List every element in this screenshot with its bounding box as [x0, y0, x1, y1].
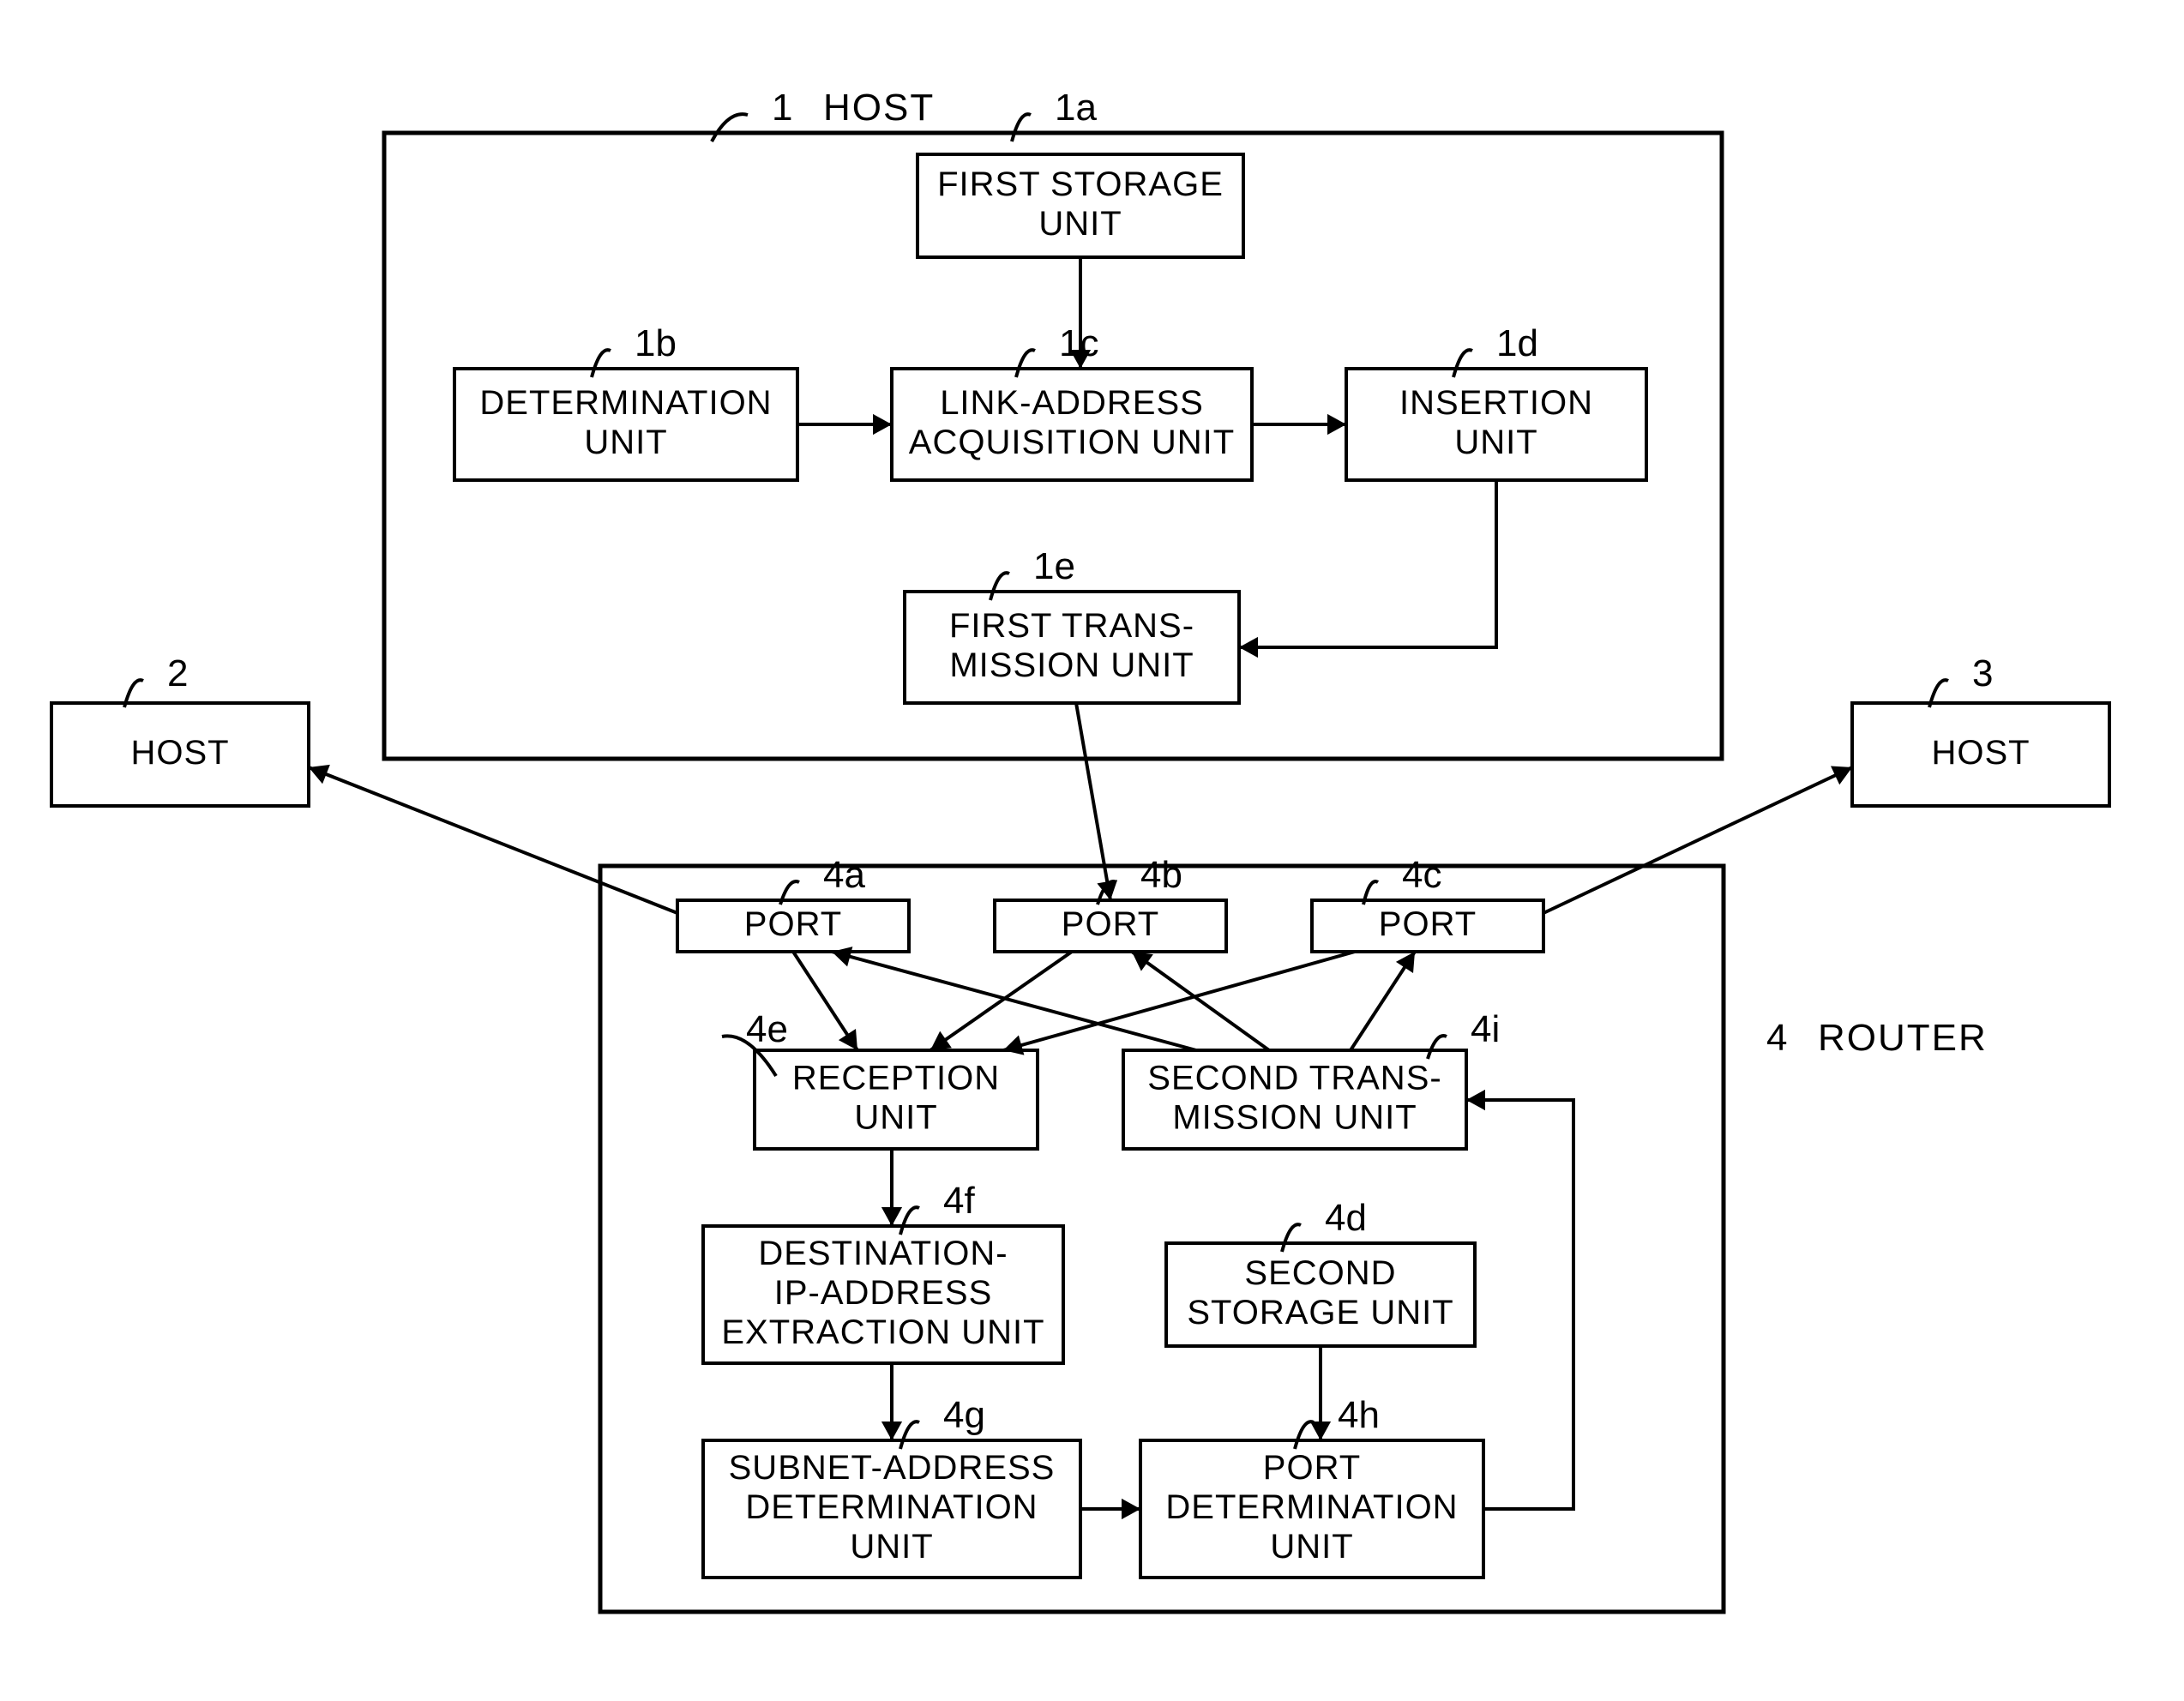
n4a-label: PORT: [744, 905, 842, 943]
ref-n4b: 4b: [1140, 854, 1182, 896]
ref-n1a: 1a: [1055, 87, 1097, 129]
n3-label: HOST: [1931, 734, 2030, 772]
n1c-label: LINK-ADDRESS: [940, 384, 1204, 422]
ref-n4f: 4f: [943, 1180, 975, 1222]
n4g-label: UNIT: [850, 1528, 933, 1566]
n4d-label: STORAGE UNIT: [1187, 1294, 1453, 1331]
ref-n1d: 1d: [1496, 322, 1538, 364]
n4c-label: PORT: [1379, 905, 1477, 943]
n4i-label: MISSION UNIT: [1172, 1099, 1417, 1137]
ref-n4a: 4a: [823, 854, 865, 896]
n1c-label: ACQUISITION UNIT: [909, 424, 1235, 461]
n4f-label: EXTRACTION UNIT: [721, 1313, 1044, 1351]
n2-label: HOST: [130, 734, 229, 772]
ref-n4e: 4e: [746, 1008, 788, 1050]
ref-n4c: 4c: [1402, 854, 1441, 896]
ref-n1c: 1c: [1059, 322, 1098, 364]
n4d-label: SECOND: [1244, 1254, 1396, 1292]
n1d-label: UNIT: [1454, 424, 1537, 461]
n4i-label: SECOND TRANS-: [1147, 1060, 1441, 1097]
n1e-label: MISSION UNIT: [949, 646, 1194, 684]
n4f-label: IP-ADDRESS: [774, 1274, 993, 1312]
ref-router: 4: [1766, 1017, 1787, 1059]
n4h-label: UNIT: [1270, 1528, 1353, 1566]
n4h-label: PORT: [1263, 1449, 1361, 1487]
n1a-label: UNIT: [1038, 205, 1122, 243]
n1b-label: UNIT: [584, 424, 667, 461]
ref-host: 1: [772, 87, 792, 129]
n1a-label: FIRST STORAGE: [937, 165, 1224, 203]
n4e-label: RECEPTION: [792, 1060, 1000, 1097]
n4h-label: DETERMINATION: [1165, 1488, 1458, 1526]
n4b-label: PORT: [1062, 905, 1159, 943]
ref-n1b: 1b: [635, 322, 677, 364]
ref-n1e: 1e: [1033, 545, 1075, 587]
ref-n2: 2: [167, 652, 188, 694]
n1e-label: FIRST TRANS-: [949, 607, 1194, 645]
n4g-label: DETERMINATION: [745, 1488, 1038, 1526]
n1d-label: INSERTION: [1399, 384, 1593, 422]
n1b-label: DETERMINATION: [479, 384, 772, 422]
ref-n4h: 4h: [1338, 1394, 1380, 1436]
ref-router-extra: ROUTER: [1818, 1017, 1988, 1059]
ref-n3: 3: [1972, 652, 1993, 694]
n4g-label: SUBNET-ADDRESS: [729, 1449, 1056, 1487]
n4f-label: DESTINATION-: [758, 1235, 1008, 1272]
ref-n4i: 4i: [1471, 1008, 1500, 1050]
ref-n4d: 4d: [1325, 1197, 1367, 1239]
ref-n4g: 4g: [943, 1394, 985, 1436]
ref-host-extra: HOST: [823, 87, 935, 129]
n4e-label: UNIT: [854, 1099, 937, 1137]
